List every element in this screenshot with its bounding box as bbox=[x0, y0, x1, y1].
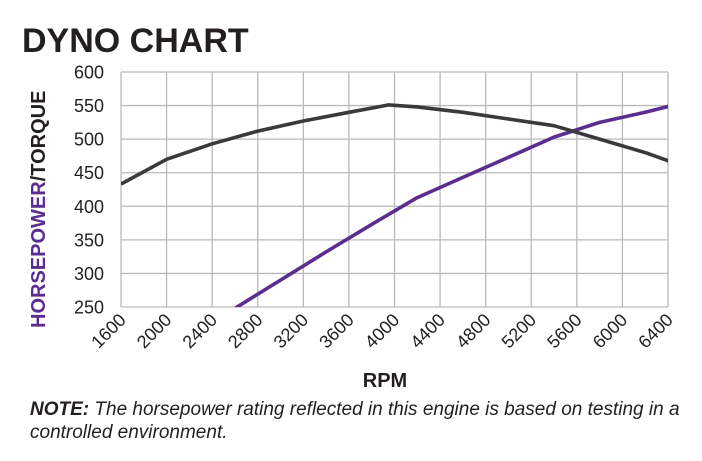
x-tick-label: 6000 bbox=[589, 310, 631, 352]
x-axis-label: RPM bbox=[363, 370, 407, 392]
x-tick-label: 4400 bbox=[406, 310, 448, 352]
torque-line bbox=[121, 103, 668, 186]
y-axis-label-torque: /TORQUE bbox=[28, 91, 50, 182]
x-tick-label: 6400 bbox=[634, 310, 676, 352]
y-tick-label: 250 bbox=[74, 298, 104, 318]
footnote: NOTE: The horsepower rating reflected in… bbox=[30, 398, 690, 444]
x-tick-label: 3200 bbox=[270, 310, 312, 352]
x-tick-label: 5600 bbox=[543, 310, 585, 352]
x-tick-label: 4800 bbox=[452, 310, 494, 352]
y-tick-label: 600 bbox=[74, 63, 104, 83]
x-tick-label: 2800 bbox=[224, 310, 266, 352]
x-tick-label: 2400 bbox=[179, 310, 221, 352]
x-tick-label: 3600 bbox=[315, 310, 357, 352]
chart-title: DYNO CHART bbox=[22, 22, 249, 60]
footnote-label: NOTE: bbox=[30, 399, 90, 420]
y-tick-label: 500 bbox=[74, 130, 104, 150]
x-tick-label: 5200 bbox=[498, 310, 540, 352]
grid bbox=[120, 71, 669, 308]
series-layer bbox=[121, 103, 668, 307]
x-tick-label: 2000 bbox=[133, 310, 175, 352]
y-tick-label: 400 bbox=[74, 197, 104, 217]
y-axis-label: HORSEPOWER/TORQUE bbox=[28, 91, 50, 328]
y-tick-label: 350 bbox=[74, 230, 104, 250]
footnote-text: The horsepower rating reflected in this … bbox=[30, 399, 680, 443]
x-tick-label: 4000 bbox=[361, 310, 403, 352]
y-tick-label: 450 bbox=[74, 163, 104, 183]
horsepower-line bbox=[234, 104, 668, 307]
y-tick-label: 300 bbox=[74, 264, 104, 284]
y-axis-label-horsepower: HORSEPOWER bbox=[28, 181, 50, 328]
y-tick-label: 550 bbox=[74, 96, 104, 116]
